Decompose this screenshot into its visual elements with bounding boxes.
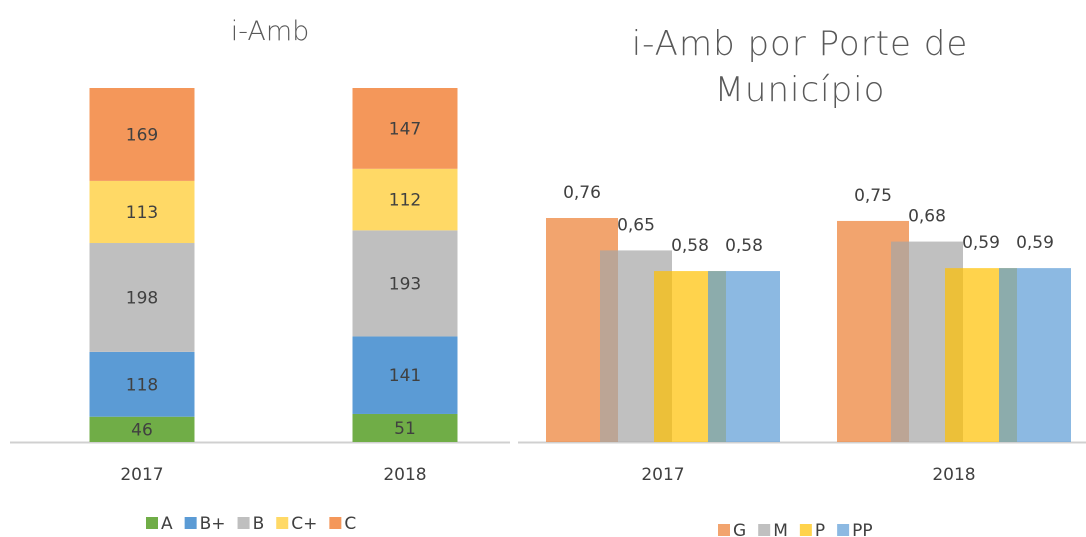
data-label: 0,59 xyxy=(1016,233,1054,253)
data-label: 0,58 xyxy=(725,236,763,256)
data-label: 0,68 xyxy=(908,207,946,227)
x-tick-label: 2017 xyxy=(641,465,684,485)
bar-segment xyxy=(89,88,195,181)
legend-label: B xyxy=(253,514,265,534)
bar xyxy=(708,271,780,442)
x-tick-label: 2018 xyxy=(383,465,426,485)
x-tick-label: 2017 xyxy=(120,465,163,485)
data-label: 113 xyxy=(126,203,158,223)
legend-swatch xyxy=(276,517,289,529)
data-label: 169 xyxy=(126,125,158,145)
chart-title: i-Amb xyxy=(230,16,310,47)
bar-segment xyxy=(89,351,195,417)
legend-swatch xyxy=(184,517,197,529)
bar-segment xyxy=(89,416,195,442)
legend-label: M xyxy=(773,521,788,537)
data-label: 147 xyxy=(389,119,421,139)
data-label: 112 xyxy=(389,191,421,211)
data-label: 118 xyxy=(126,375,158,395)
data-label: 0,65 xyxy=(617,215,655,235)
legend-label: G xyxy=(733,521,746,537)
legend-swatch xyxy=(329,517,342,529)
legend-swatch xyxy=(718,524,730,536)
legend-label: C xyxy=(344,514,356,534)
data-label: 198 xyxy=(126,288,158,308)
bar-segment xyxy=(352,413,458,442)
legend-swatch xyxy=(758,524,771,536)
bar-segment xyxy=(352,88,458,169)
data-label: 0,58 xyxy=(671,236,709,256)
bar-segment xyxy=(352,230,458,337)
legend-swatch xyxy=(799,524,812,536)
legend-label: A xyxy=(161,514,173,534)
data-label: 141 xyxy=(389,366,421,386)
data-label: 0,59 xyxy=(962,233,1000,253)
legend-swatch xyxy=(237,517,250,529)
bar-segment xyxy=(89,180,195,244)
bar-segment xyxy=(352,168,458,231)
legend-label: C+ xyxy=(291,514,317,534)
data-label: 0,76 xyxy=(563,183,601,203)
data-label: 193 xyxy=(389,274,421,294)
legend-label: PP xyxy=(852,521,873,537)
bar-segment xyxy=(352,336,458,414)
data-label: 0,75 xyxy=(854,186,892,206)
bar-segment xyxy=(89,243,195,352)
bar xyxy=(999,268,1071,442)
legend-swatch xyxy=(837,524,850,536)
x-tick-label: 2018 xyxy=(932,465,975,485)
data-label: 46 xyxy=(131,420,153,440)
legend-label: B+ xyxy=(200,514,226,534)
legend-swatch xyxy=(146,517,158,529)
legend-label: P xyxy=(815,521,825,537)
data-label: 51 xyxy=(394,419,416,439)
chart-title: i-Amb por Porte de Município xyxy=(631,24,969,110)
